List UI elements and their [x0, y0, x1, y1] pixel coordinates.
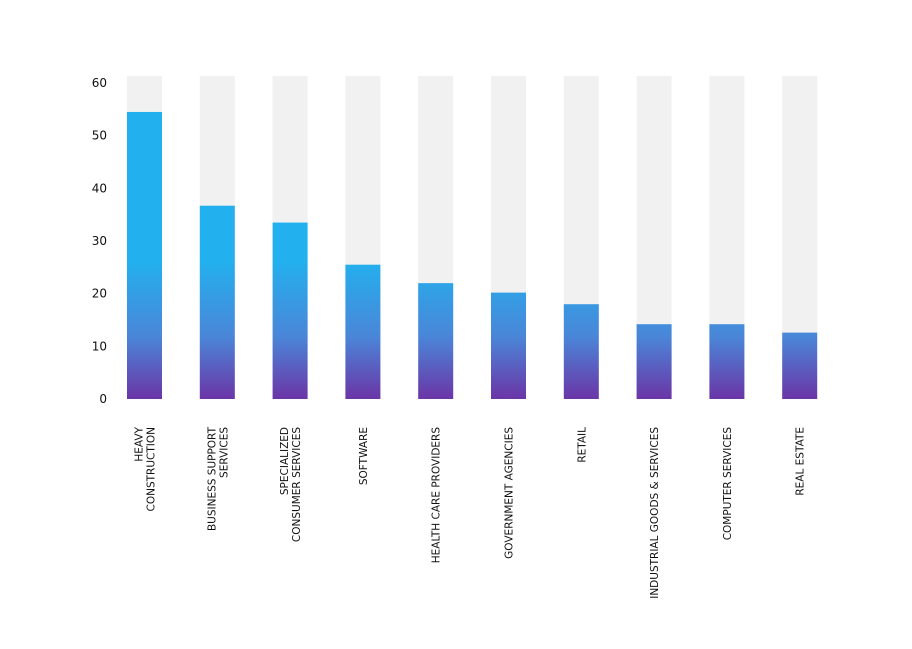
bar-1 [199, 205, 235, 399]
y-axis: 0 10 20 30 40 50 60 [92, 76, 107, 406]
x-tick-label-line: HEALTH CARE PROVIDERS [431, 427, 443, 564]
x-tick-label-line: CONSTRUCTION [146, 427, 158, 511]
x-tick-label-5: GOVERNMENT AGENCIES [504, 427, 516, 559]
bars [127, 111, 818, 399]
x-tick-label-7: INDUSTRIAL GOODS & SERVICES [649, 427, 661, 599]
x-tick-label-8: COMPUTER SERVICES [722, 427, 734, 541]
bar-3 [345, 264, 381, 399]
x-axis-labels: HEAVY CONSTRUCTION BUSINESS SUPPORT SERVICE… [134, 426, 807, 598]
x-tick-label-line: INDUSTRIAL GOODS & SERVICES [649, 427, 661, 599]
x-tick-label-line: BUSINESS SUPPORT [206, 426, 218, 531]
y-tick-label-50: 50 [92, 129, 107, 143]
y-tick-label-10: 10 [92, 339, 107, 353]
y-tick-label-60: 60 [92, 76, 107, 90]
bar-6 [563, 304, 599, 399]
x-tick-label-line: COMPUTER SERVICES [722, 427, 734, 541]
y-tick-label-20: 20 [92, 287, 107, 301]
bar-8 [709, 324, 745, 399]
bar-4 [418, 283, 454, 399]
x-tick-label-4: HEALTH CARE PROVIDERS [431, 427, 443, 564]
x-tick-label-3: SOFTWARE [358, 427, 370, 485]
x-tick-label-line: SPECIALIZED [279, 427, 291, 495]
x-tick-label-9: REAL ESTATE [795, 427, 807, 496]
bar-0 [127, 111, 162, 399]
bar-7 [636, 324, 672, 399]
x-tick-label-line: RETAIL [576, 427, 588, 463]
bar-9 [782, 332, 818, 399]
x-tick-label-line: GOVERNMENT AGENCIES [504, 427, 516, 559]
x-tick-label-2: SPECIALIZED CONSUMER SERVICES [279, 427, 303, 542]
x-tick-label-6: RETAIL [576, 427, 588, 463]
x-tick-label-0: HEAVY CONSTRUCTION [134, 426, 158, 511]
bar-5 [491, 292, 526, 399]
x-tick-label-line: CONSUMER SERVICES [291, 427, 303, 542]
y-tick-label-0: 0 [99, 392, 107, 406]
x-tick-label-line: REAL ESTATE [795, 427, 807, 496]
x-tick-label-line: HEAVY [134, 426, 146, 461]
x-tick-label-1: BUSINESS SUPPORT SERVICES [206, 426, 230, 531]
x-tick-label-line: SERVICES [218, 427, 230, 478]
x-tick-label-line: SOFTWARE [358, 427, 370, 485]
y-tick-label-40: 40 [92, 181, 107, 195]
y-tick-label-30: 30 [92, 234, 107, 248]
bar-2 [272, 222, 308, 399]
